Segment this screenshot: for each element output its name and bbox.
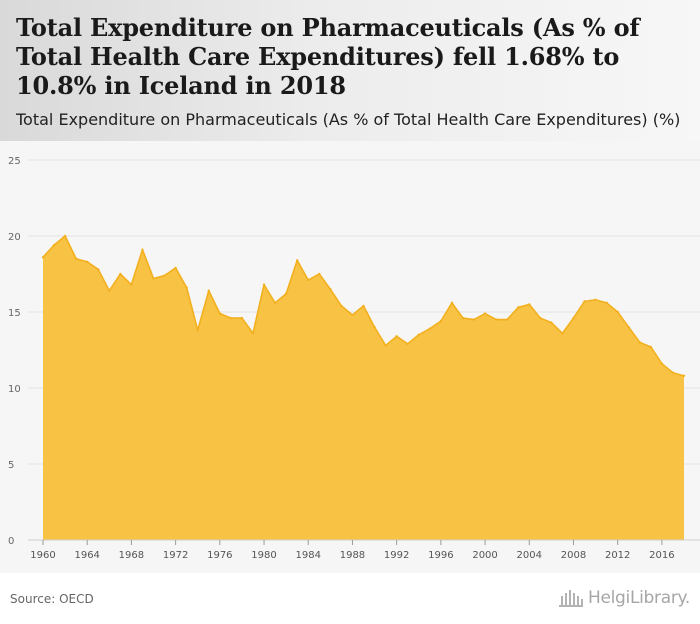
data-point-1974 [196, 329, 199, 332]
data-point-1981 [273, 301, 277, 305]
y-tick-label: 15 [8, 308, 21, 319]
x-tick-label: 2000 [472, 550, 497, 561]
y-tick-label: 20 [8, 232, 21, 243]
data-point-2015 [649, 345, 653, 349]
data-point-1988 [351, 313, 354, 317]
data-point-1982 [284, 292, 288, 295]
x-tick-label: 1980 [251, 550, 276, 561]
data-point-2009 [583, 300, 586, 303]
x-tick-label: 2004 [517, 550, 542, 561]
data-point-1976 [218, 312, 222, 315]
x-tick-label: 1984 [296, 550, 321, 561]
data-point-1987 [340, 304, 343, 308]
data-point-2014 [638, 341, 641, 344]
data-point-1972 [174, 266, 177, 270]
data-point-1983 [295, 259, 299, 262]
library-building-icon [558, 588, 584, 608]
data-point-2000 [483, 312, 487, 315]
data-point-1970 [152, 277, 155, 280]
data-point-1967 [119, 272, 122, 276]
data-point-1973 [185, 286, 188, 289]
x-tick-label: 1968 [119, 550, 144, 561]
brand-name: HelgiLibrary. [587, 588, 690, 608]
data-point-1996 [439, 319, 443, 323]
source-note: Source: OECD [10, 592, 94, 606]
data-point-1962 [63, 234, 67, 238]
data-point-1960 [41, 256, 45, 259]
data-point-2012 [616, 310, 619, 314]
data-point-2004 [528, 303, 531, 306]
data-point-1965 [97, 268, 100, 271]
data-point-1994 [417, 333, 420, 336]
data-point-2016 [660, 362, 664, 365]
data-point-1963 [74, 257, 78, 260]
data-point-1977 [229, 316, 233, 320]
x-tick-label: 1996 [428, 550, 453, 561]
brand-logo[interactable]: HelgiLibrary. [558, 588, 690, 608]
data-point-2008 [572, 316, 575, 320]
chart-title: Total Expenditure on Pharmaceuticals (As… [16, 13, 640, 100]
data-point-1971 [163, 274, 166, 277]
data-point-1991 [384, 344, 387, 347]
x-tick-label: 1976 [207, 550, 232, 561]
data-point-1978 [240, 316, 244, 320]
data-point-1975 [207, 289, 210, 292]
data-point-1999 [472, 318, 476, 321]
data-point-2002 [505, 318, 509, 321]
x-tick-label: 1988 [340, 550, 365, 561]
data-point-1966 [108, 289, 111, 292]
x-tick-label: 2012 [605, 550, 630, 561]
data-point-1986 [329, 288, 332, 291]
x-tick-label: 1960 [30, 550, 55, 561]
x-tick-label: 1964 [74, 550, 99, 561]
data-point-2011 [605, 301, 608, 305]
data-point-2005 [539, 316, 542, 320]
data-point-2003 [517, 306, 520, 309]
data-point-1979 [251, 332, 255, 335]
y-tick-label: 10 [8, 384, 21, 395]
series-area [43, 236, 684, 540]
data-point-1961 [52, 243, 56, 247]
data-point-1968 [130, 283, 133, 286]
data-point-1990 [373, 326, 376, 329]
data-point-2001 [494, 318, 498, 321]
y-tick-label: 5 [8, 460, 14, 471]
data-point-1984 [307, 278, 310, 282]
x-tick-label: 1972 [163, 550, 188, 561]
data-point-1969 [141, 248, 144, 251]
header-banner: Total Expenditure on Pharmaceuticals (As… [0, 0, 700, 141]
data-point-1980 [262, 283, 266, 286]
data-point-1997 [450, 301, 454, 305]
chart-subtitle: Total Expenditure on Pharmaceuticals (As… [16, 110, 681, 129]
data-point-1998 [461, 316, 465, 320]
data-point-2017 [671, 371, 675, 374]
x-tick-label: 2008 [561, 550, 586, 561]
data-point-2018 [682, 374, 686, 378]
data-point-2006 [550, 321, 553, 324]
data-point-1995 [428, 327, 432, 330]
y-tick-label: 25 [8, 156, 21, 167]
x-tick-label: 1992 [384, 550, 409, 561]
data-point-1985 [318, 272, 321, 276]
y-tick-label: 0 [8, 536, 14, 547]
x-tick-label: 2016 [649, 550, 674, 561]
data-point-1989 [362, 304, 365, 308]
data-point-2007 [561, 332, 564, 335]
data-point-1993 [406, 342, 409, 346]
data-point-2010 [594, 298, 597, 302]
data-point-2013 [627, 326, 630, 329]
data-point-1992 [395, 335, 398, 338]
data-point-1964 [86, 260, 89, 264]
